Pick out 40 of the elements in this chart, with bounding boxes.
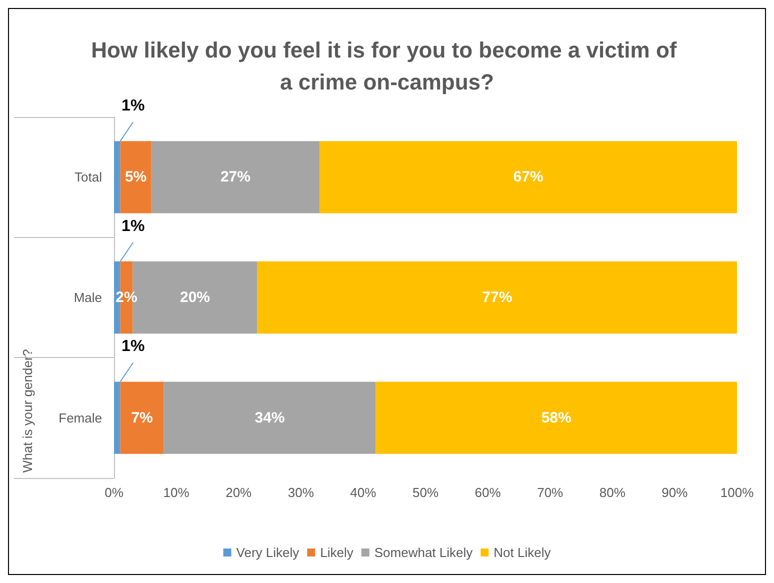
legend-label: Very Likely [236,545,300,560]
x-tick-label: 50% [412,485,439,500]
data-label: 20% [180,289,210,306]
y-tick-label: Male [74,290,102,305]
bar [164,382,376,454]
x-tick-label: 70% [537,485,564,500]
data-label: 67% [513,168,544,186]
legend-label: Likely [320,545,354,560]
data-label: 7% [131,409,153,426]
x-tick-label: 80% [599,485,626,500]
bar [257,261,737,334]
bar [120,382,164,454]
bar [376,382,737,454]
bar [114,141,120,214]
text: What is your gender? [20,348,35,473]
legend-label: Not Likely [494,545,552,560]
x-tick-label: 90% [662,485,688,500]
data-label: 34% [254,409,285,426]
y-tick-label: Total [74,170,102,185]
data-label: 27% [220,168,250,186]
bar [120,141,152,214]
data-label: 5% [124,168,147,186]
data-label: 58% [541,409,572,426]
data-label: 1% [122,98,145,115]
x-tick-label: 10% [163,485,190,500]
x-tick-label: 100% [720,485,754,500]
y-tick-label: Female [58,410,102,426]
x-tick-label: 40% [350,485,377,500]
x-tick-label: 20% [226,485,252,500]
bar [114,382,120,454]
data-label: 77% [482,289,512,306]
chart-title: How likely do you feel it is for you to become a victim of a crime on-campus? [91,38,683,94]
legend-label: Somewhat Likely [374,545,474,560]
bar [320,141,737,214]
x-tick-label: 30% [288,485,314,500]
data-label: 1% [122,218,145,235]
bar [151,141,320,214]
x-tick-label: 0% [104,485,124,500]
data-label: 1% [122,338,145,356]
x-tick-label: 60% [474,485,502,500]
